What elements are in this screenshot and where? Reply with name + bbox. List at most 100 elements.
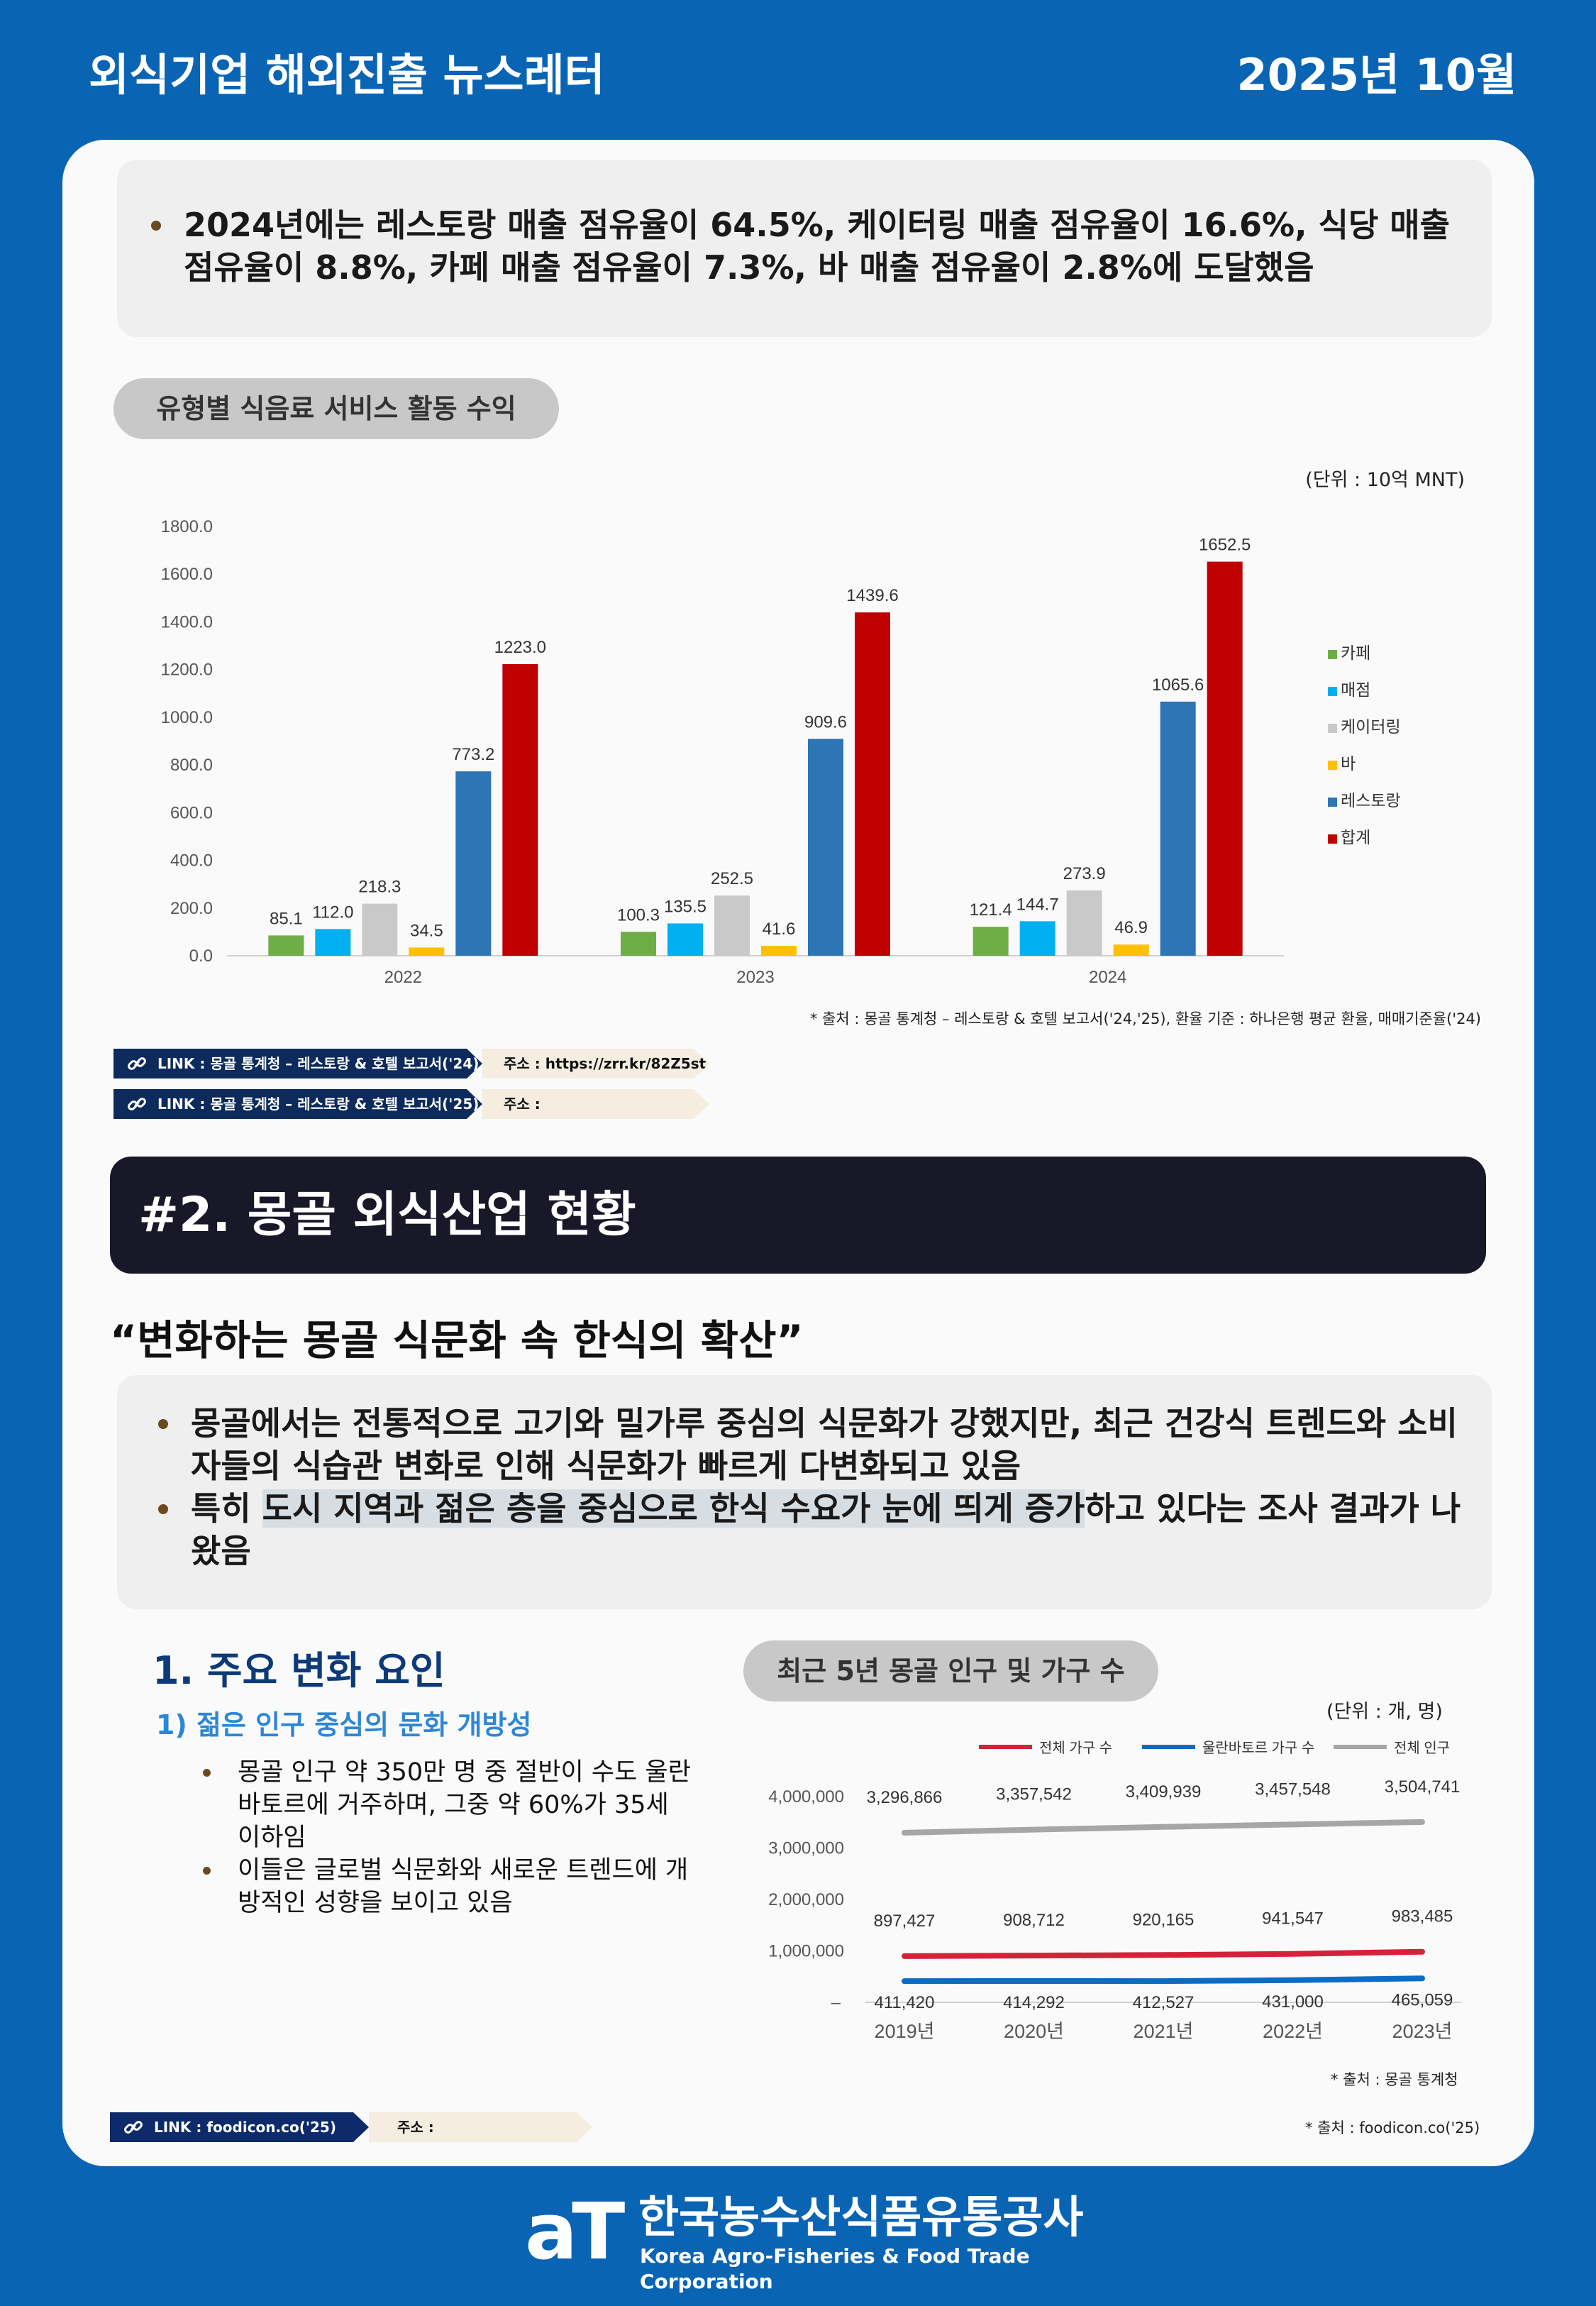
line-value-label: 3,296,866 xyxy=(867,1788,943,1807)
footer-logo: aT 한국농수산식품유통공사 Korea Agro-Fisheries & Fo… xyxy=(525,2191,1092,2294)
bar xyxy=(714,895,750,956)
bar-y-tick: 600.0 xyxy=(170,803,213,822)
link-label-2[interactable]: LINK : 몽골 통계청 – 레스토랑 & 호텔 보고서('25) xyxy=(113,1089,482,1119)
summary-line-1: 2024년에는 레스토랑 매출 점유율이 64.5%, 케이터링 매출 점유율이… xyxy=(184,206,1450,244)
summary-box: 2024년에는 레스토랑 매출 점유율이 64.5%, 케이터링 매출 점유율이… xyxy=(117,160,1492,337)
bar-legend-label: 바 xyxy=(1341,754,1356,773)
bar-value-label: 46.9 xyxy=(1114,918,1148,937)
bar-value-label: 218.3 xyxy=(358,878,401,897)
line-value-label: 412,527 xyxy=(1133,1993,1195,2012)
bar-value-label: 1439.6 xyxy=(846,586,898,605)
section2-bullet-2-post: 하고 있다는 조사 결과가 나왔음 xyxy=(191,1489,1461,1570)
bar xyxy=(621,932,656,956)
line-value-label: 3,357,542 xyxy=(996,1785,1072,1804)
line-y-tick: 1,000,000 xyxy=(768,1942,844,1961)
content-card xyxy=(62,140,1534,2166)
bar xyxy=(972,927,1009,956)
bar-x-tick: 2023 xyxy=(736,968,774,987)
line-chart-title-pill: 최근 5년 몽골 인구 및 가구 수 xyxy=(743,1640,1158,1701)
line-value-label: 414,292 xyxy=(1003,1993,1065,2012)
bar xyxy=(808,739,843,956)
link-label-1[interactable]: LINK : 몽골 통계청 – 레스토랑 & 호텔 보고서('24) xyxy=(113,1049,482,1078)
bar-y-tick: 1800.0 xyxy=(161,517,213,536)
link-row-3[interactable]: LINK : foodicon.co('25) 주소 : https://zrr… xyxy=(110,2112,592,2142)
bar xyxy=(1066,890,1102,956)
bar xyxy=(362,903,398,956)
header-date: 2025년 10월 xyxy=(1236,49,1517,101)
bar-y-tick: 1400.0 xyxy=(161,612,213,631)
bar-chart-source: * 출처 : 몽골 통계청 – 레스토랑 & 호텔 보고서('24,'25), … xyxy=(809,1010,1481,1027)
link-url-3[interactable]: 주소 : https://zrr.kr/Ha6br0 xyxy=(369,2112,592,2142)
line-chart-source-1: * 출처 : 몽골 통계청 xyxy=(1331,2071,1458,2088)
bar-value-label: 773.2 xyxy=(452,745,494,764)
org-name-korean: 한국농수산식품유통공사 xyxy=(638,2191,1084,2243)
bar-y-tick: 400.0 xyxy=(170,851,213,871)
bar-legend-swatch xyxy=(1328,761,1337,770)
bar-legend-label: 합계 xyxy=(1341,828,1370,846)
line-y-tick: – xyxy=(831,1993,841,2012)
bar-value-label: 252.5 xyxy=(711,869,753,888)
bar-value-label: 34.5 xyxy=(410,921,443,940)
bar-x-tick: 2022 xyxy=(384,968,422,987)
bar-legend-swatch xyxy=(1328,687,1337,696)
line-legend-label: 전체 인구 xyxy=(1394,1740,1450,1756)
factors-item-1: 몽골 인구 약 350만 명 중 절반이 수도 울란바토르에 거주하며, 그중 … xyxy=(199,1756,695,1854)
line-value-label: 941,547 xyxy=(1262,1909,1324,1929)
line-value-label: 465,059 xyxy=(1392,1990,1453,2009)
section2-bullet-1-text: 몽골에서는 전통적으로 고기와 밀가루 중심의 식문화가 강했지만, 최근 건강… xyxy=(191,1404,1458,1485)
bar-chart-unit: (단위 : 10억 MNT) xyxy=(1305,469,1465,491)
link-chain-icon xyxy=(126,1053,148,1074)
line-value-label: 431,000 xyxy=(1262,1992,1324,2012)
bar-chart-title-pill: 유형별 식음료 서비스 활동 수익 xyxy=(113,378,559,439)
link-label-3[interactable]: LINK : foodicon.co('25) xyxy=(110,2112,369,2142)
line-x-tick: 2023년 xyxy=(1392,2021,1453,2042)
bar-legend-label: 매점 xyxy=(1341,680,1370,699)
bar-y-tick: 800.0 xyxy=(170,756,213,775)
line-value-label: 897,427 xyxy=(874,1911,936,1931)
link-url-1[interactable]: 주소 : https://zrr.kr/82Z5st xyxy=(482,1049,709,1078)
bar xyxy=(455,771,492,956)
bar xyxy=(1019,921,1055,956)
link-url-text-1: 주소 : https://zrr.kr/82Z5st xyxy=(504,1055,706,1072)
bar-value-label: 144.7 xyxy=(1016,895,1059,914)
link-url-2[interactable]: 주소 : https://zrr.kr/Z3U8Bh xyxy=(482,1089,709,1119)
section2-bullet-1: 몽골에서는 전통적으로 고기와 밀가루 중심의 식문화가 강했지만, 최근 건강… xyxy=(154,1402,1463,1487)
bar-value-label: 1065.6 xyxy=(1152,675,1204,695)
bar xyxy=(502,663,538,956)
summary-bullet: 2024년에는 레스토랑 매출 점유율이 64.5%, 케이터링 매출 점유율이… xyxy=(147,204,1463,289)
section-title: #2. 몽골 외식산업 현황 xyxy=(110,1157,1486,1274)
bar-legend-label: 카페 xyxy=(1341,644,1370,662)
link-row-2[interactable]: LINK : 몽골 통계청 – 레스토랑 & 호텔 보고서('25) 주소 : … xyxy=(113,1089,709,1119)
summary-line-2: 점유율이 8.8%, 카페 매출 점유율이 7.3%, 바 매출 점유율이 2.… xyxy=(184,248,1314,287)
line-y-tick: 2,000,000 xyxy=(768,1890,844,1909)
bar-y-tick: 1600.0 xyxy=(161,565,213,584)
bar-value-label: 909.6 xyxy=(804,712,847,732)
link-label-text-1: LINK : 몽골 통계청 – 레스토랑 & 호텔 보고서('24) xyxy=(157,1055,480,1072)
factors-subheading: 1) 젊은 인구 중심의 문화 개방성 xyxy=(156,1709,532,1740)
bar xyxy=(1160,701,1196,956)
link-chain-icon xyxy=(123,2117,144,2138)
factors-list: 몽골 인구 약 350만 명 중 절반이 수도 울란바토르에 거주하며, 그중 … xyxy=(199,1756,695,1919)
bar xyxy=(1113,944,1149,956)
link-chain-icon xyxy=(126,1093,148,1115)
bar-value-label: 85.1 xyxy=(270,909,303,928)
line-x-tick: 2020년 xyxy=(1004,2021,1064,2042)
bar-chart: 0.0 200.0 400.0 600.0 800.0 1000.0 1200.0 1400.… xyxy=(161,517,1401,987)
bar xyxy=(268,935,304,956)
line-y-tick: 3,000,000 xyxy=(768,1839,844,1858)
link-row-1[interactable]: LINK : 몽골 통계청 – 레스토랑 & 호텔 보고서('24) 주소 : … xyxy=(113,1049,709,1078)
line-y-tick: 4,000,000 xyxy=(768,1787,844,1806)
line-value-label: 3,457,548 xyxy=(1255,1780,1331,1799)
bar-y-tick: 0.0 xyxy=(189,947,213,966)
factors-item-2: 이들은 글로벌 식문화와 새로운 트렌드에 개방적인 성향을 보이고 있음 xyxy=(199,1854,695,1919)
section2-highlight: 도시 지역과 젊은 층을 중심으로 한식 수요가 눈에 띄게 증가 xyxy=(262,1489,1085,1528)
line-x-tick: 2019년 xyxy=(875,2021,935,2042)
bar xyxy=(761,946,797,956)
bar-value-label: 112.0 xyxy=(312,903,353,922)
bar-value-label: 1652.5 xyxy=(1199,536,1251,555)
bar-legend-swatch xyxy=(1328,798,1337,807)
bar xyxy=(315,929,351,956)
bar-legend-label: 케이터링 xyxy=(1341,717,1401,736)
line-series xyxy=(902,1819,1425,1836)
bar-y-tick: 1200.0 xyxy=(161,661,213,680)
